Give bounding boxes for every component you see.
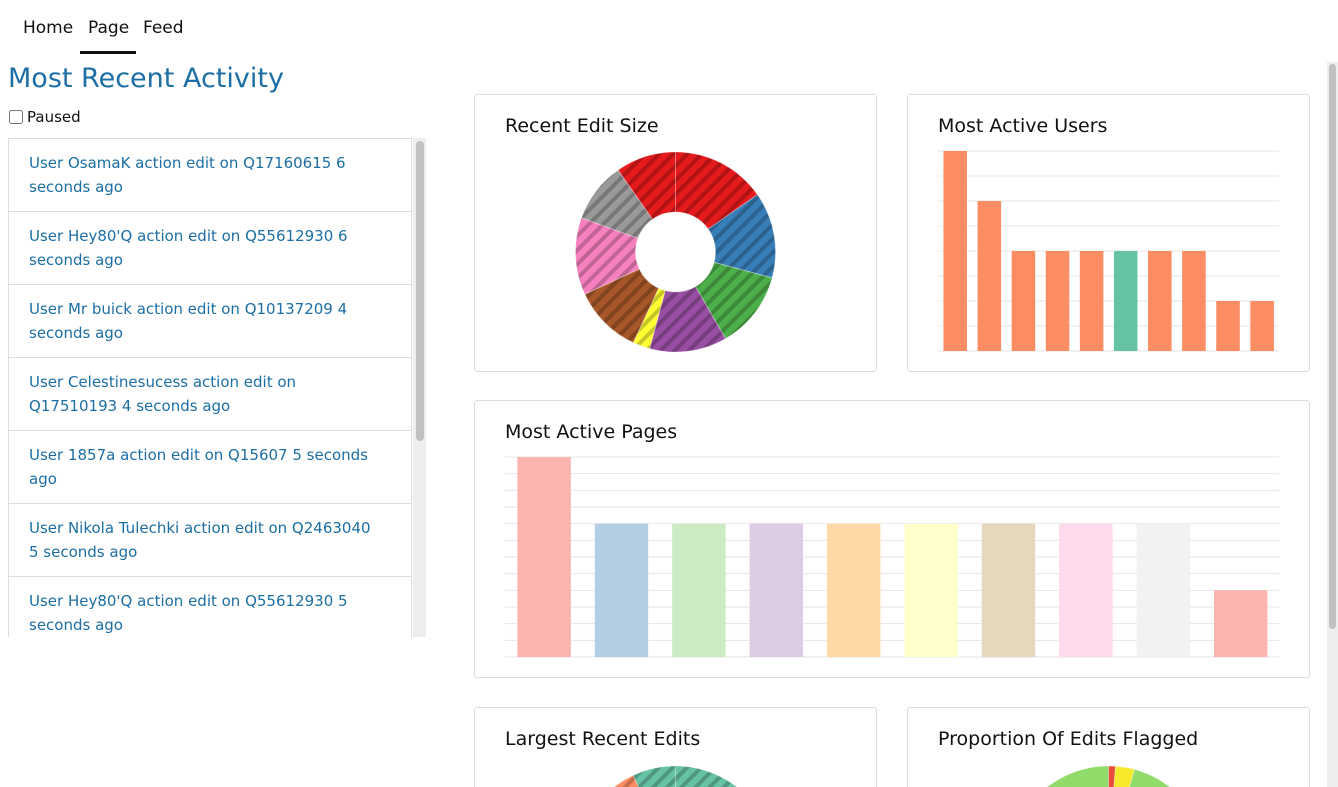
feed-item[interactable]: User Mr buick action edit on Q10137209 4…	[9, 285, 411, 358]
pie-slice	[707, 193, 776, 279]
scrollbar-thumb[interactable]	[1329, 64, 1336, 629]
chart-card: Recent Edit Size	[474, 94, 877, 372]
pie-slice	[584, 268, 660, 344]
paused-toggle[interactable]: Paused	[8, 108, 81, 126]
pie-slice	[613, 774, 640, 787]
pie-slice	[575, 217, 640, 295]
pie-slice	[675, 765, 738, 787]
checkbox[interactable]	[9, 110, 23, 124]
chart	[505, 456, 1279, 658]
bar	[1059, 523, 1113, 657]
pie-slice	[632, 287, 666, 350]
feed-item[interactable]: User Hey80'Q action edit on Q55612930 6 …	[9, 212, 411, 285]
pie-slice	[649, 285, 727, 353]
pie-slice	[694, 261, 773, 340]
chart-title: Largest Recent Edits	[505, 728, 701, 750]
chart	[1046, 765, 1171, 787]
bar	[1182, 251, 1206, 351]
bar	[1136, 523, 1190, 657]
nav-link[interactable]: Page	[88, 18, 130, 38]
pie-slice	[675, 151, 759, 230]
bar	[594, 523, 649, 657]
chart-card: Most Active Pages	[474, 400, 1310, 678]
feed-item[interactable]: User Celestinesucess action edit on Q175…	[9, 358, 411, 431]
chart-title: Recent Edit Size	[505, 115, 659, 137]
checkbox-label: Paused	[27, 108, 81, 126]
pie-slice	[1108, 765, 1117, 787]
nav-link[interactable]: Feed	[143, 18, 184, 38]
chart-title: Most Active Pages	[505, 421, 678, 443]
chart	[613, 765, 738, 787]
bar	[1148, 251, 1172, 351]
pie-slice	[632, 765, 676, 787]
pie-slice	[1113, 765, 1135, 787]
pie-slice	[580, 169, 654, 239]
bar	[826, 523, 881, 657]
chart-card: Largest Recent Edits	[474, 707, 877, 787]
bar	[1113, 251, 1138, 351]
chart-title: Most Active Users	[938, 115, 1108, 137]
bar	[672, 523, 726, 657]
nav-link[interactable]: Home	[23, 18, 74, 38]
feed-item[interactable]: User 1857a action edit on Q15607 5 secon…	[9, 431, 411, 504]
bar	[1045, 251, 1070, 351]
nav-active-indicator	[80, 51, 136, 54]
chart-title: Proportion Of Edits Flagged	[938, 728, 1199, 750]
bar	[904, 523, 958, 657]
chart-card: Most Active Users	[907, 94, 1310, 372]
bar	[1213, 590, 1268, 657]
bar	[977, 201, 1002, 351]
bar	[517, 457, 571, 657]
activity-feed: User OsamaK action edit on Q17160615 6 s…	[8, 138, 412, 637]
bar	[981, 523, 1036, 657]
bar	[943, 151, 967, 351]
bar	[1079, 251, 1104, 351]
page-heading: Most Recent Activity	[8, 63, 284, 94]
bar	[749, 523, 803, 657]
bar	[1216, 301, 1240, 351]
feed-item[interactable]: User OsamaK action edit on Q17160615 6 s…	[9, 139, 411, 212]
feed-item[interactable]: User Hey80'Q action edit on Q55612930 5 …	[9, 577, 411, 637]
chart-card: Proportion Of Edits Flagged	[907, 707, 1310, 787]
pie-slice	[1046, 765, 1171, 787]
bar	[1250, 301, 1274, 351]
chart	[575, 151, 776, 353]
chart	[938, 150, 1279, 352]
bar	[1011, 251, 1036, 351]
scrollbar-thumb[interactable]	[416, 141, 424, 441]
pie-slice	[617, 151, 676, 220]
feed-item[interactable]: User Nikola Tulechki action edit on Q246…	[9, 504, 411, 577]
